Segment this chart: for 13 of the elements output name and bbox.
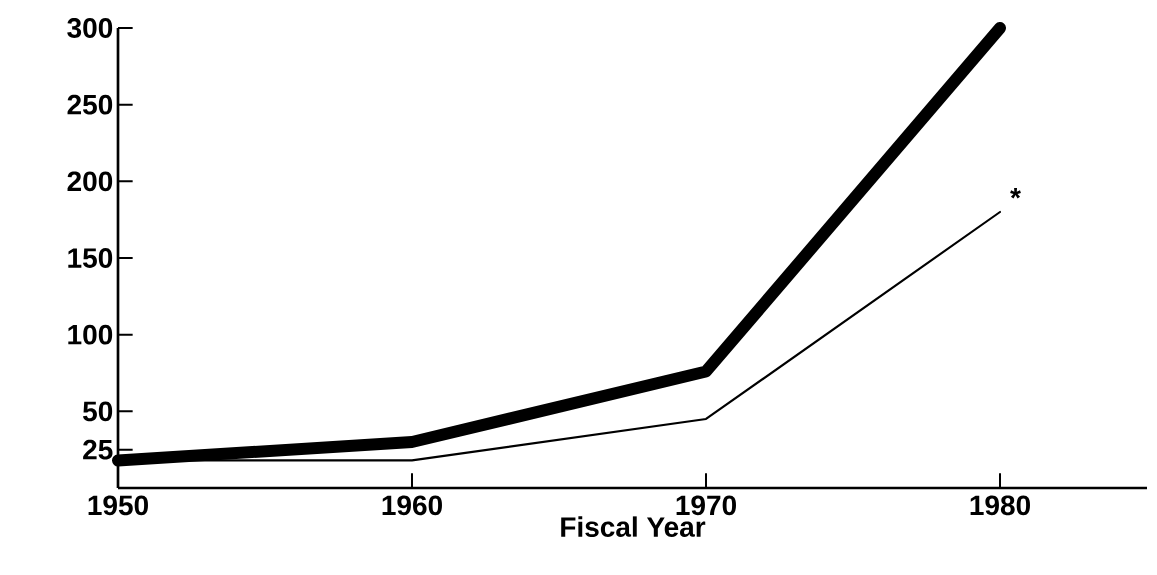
y-tick-label: 150 xyxy=(68,248,113,268)
x-tick-label: 1950 xyxy=(88,495,148,516)
y-tick-label: 100 xyxy=(68,324,113,345)
x-tick-label: 1960 xyxy=(382,495,442,516)
y-tick-label: 200 xyxy=(67,171,113,192)
y-tick-label: 25 xyxy=(83,439,113,460)
x-tick-label: 1970 xyxy=(676,495,736,516)
y-tick-label: 250 xyxy=(67,94,113,115)
y-tick-label: 300 xyxy=(67,18,113,38)
x-axis-title: Fiscal Year xyxy=(561,516,706,537)
x-tick-label: 1980 xyxy=(970,495,1030,516)
y-tick-label: 50 xyxy=(83,401,113,422)
annotation: * xyxy=(1010,188,1021,199)
